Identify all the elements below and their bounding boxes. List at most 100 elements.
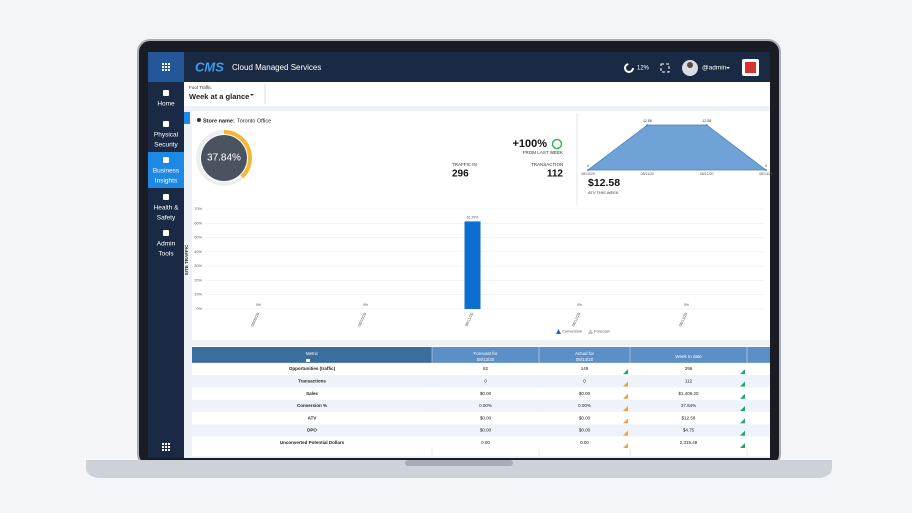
bar-value-label: 0%: [577, 303, 582, 307]
trend-flag: [740, 406, 745, 412]
change-label: FROM LAST WEEK: [523, 150, 563, 155]
atv-value-label: 12.58: [643, 119, 652, 123]
metric-value: 2,315.49: [680, 440, 698, 445]
nav-label[interactable]: Security: [154, 142, 178, 149]
metric-value: $4.75: [683, 428, 695, 433]
conversion: 37.84%: [207, 153, 241, 164]
transaction: 112: [547, 169, 564, 180]
nav-label[interactable]: Physical: [154, 132, 179, 139]
trend-flag: [623, 369, 628, 375]
metric-value: 112: [685, 378, 693, 383]
filter-label: Foot Traffic: [189, 85, 212, 90]
table-row: [192, 375, 770, 388]
y-tick-label: 50%: [194, 236, 202, 240]
nav-label[interactable]: Admin: [157, 241, 176, 248]
user-menu[interactable]: @admin: [702, 65, 727, 72]
filter-bar: [184, 82, 770, 106]
metric-name: Opportunities (traffic): [289, 366, 336, 371]
bar-value-label: 0%: [684, 303, 689, 307]
metric-value: $0.00: [579, 391, 591, 396]
filter-select[interactable]: Week at a glance: [189, 92, 249, 101]
atv-point: [587, 169, 589, 171]
trend-flag: [740, 442, 745, 448]
metric-value: 0.00%: [479, 403, 492, 408]
metric-name: Transactions: [298, 378, 326, 383]
bar-value-label: 0%: [256, 303, 261, 307]
bar-value-label: 0%: [363, 303, 368, 307]
nav-icon[interactable]: [163, 157, 169, 163]
nav-label[interactable]: Business: [153, 168, 180, 175]
y-tick-label: 70%: [194, 207, 202, 211]
nav-label[interactable]: Tools: [158, 251, 174, 258]
table-header-metric: [192, 347, 432, 367]
atv-point: [646, 124, 649, 127]
store-label: Store name:: [203, 118, 235, 124]
nav-label[interactable]: Insights: [155, 178, 178, 185]
metric-value: 82: [483, 366, 489, 371]
atv-x-label: 08/11/20: [641, 172, 654, 176]
metric-name: ATV: [308, 415, 317, 420]
legend-swatch: [588, 329, 593, 334]
traffic-label: TRAFFIC IN: [452, 162, 477, 167]
top-bar: [148, 52, 770, 82]
caret: [726, 67, 730, 69]
atv-value-label: 0: [765, 164, 767, 168]
atv-label: ATV THIS WEEK: [588, 190, 619, 195]
nav-icon[interactable]: [163, 230, 169, 236]
sort-icon[interactable]: [306, 359, 310, 362]
fullscreen-button[interactable]: [660, 63, 670, 73]
metric-value: 0.00%: [578, 403, 591, 408]
column-header: Actual for: [575, 351, 595, 356]
metric-name: Unconverted Potential Dollars: [280, 440, 345, 445]
logo: CMS: [195, 59, 224, 74]
metric-value: $0.00: [480, 391, 492, 396]
metric-value: 37.84%: [681, 403, 696, 408]
trend-flag: [623, 381, 628, 387]
nav-icon[interactable]: [163, 121, 169, 127]
metric-value: $0.00: [480, 415, 492, 420]
column-header: Metric: [306, 351, 319, 356]
y-tick-label: 0%: [197, 307, 203, 311]
metric-value: $0.00: [480, 428, 492, 433]
nav-icon[interactable]: [163, 90, 169, 96]
column-header: Forecast for: [473, 351, 498, 356]
trend-flag: [623, 393, 628, 399]
change-icon: [551, 138, 563, 150]
sidebar: [148, 82, 184, 458]
traffic: 296: [452, 169, 469, 180]
x-tick-label: 08/13/20: [678, 312, 688, 327]
column-header: Week to date: [675, 354, 702, 359]
nav-label[interactable]: Home: [157, 101, 175, 108]
trend-flag: [623, 418, 628, 424]
metric-value: $0.00: [579, 415, 591, 420]
y-tick-label: 60%: [194, 221, 202, 225]
trend-flag: [623, 442, 628, 448]
atv-point: [705, 124, 708, 127]
metric-name: Conversion %: [297, 403, 327, 408]
nav-icon[interactable]: [163, 194, 169, 200]
y-tick-label: 30%: [194, 264, 202, 268]
metric-value: 0: [583, 378, 586, 383]
metric-value: $12.58: [682, 415, 696, 420]
metric-name: Sales: [306, 391, 318, 396]
trend-flag: [740, 369, 745, 375]
metric-value: 149: [581, 366, 589, 371]
nav-label[interactable]: Safety: [157, 215, 176, 222]
nav-label[interactable]: Health &: [154, 205, 180, 212]
change: +100%: [512, 138, 547, 150]
x-tick-label: 08/12/20: [571, 312, 581, 327]
y-tick-label: 20%: [194, 278, 202, 282]
pin-icon: [197, 118, 201, 122]
metric-value: 0.00: [580, 440, 589, 445]
laptop-base: [86, 460, 832, 478]
progress-icon: [624, 63, 634, 73]
trend-flag: [740, 381, 745, 387]
panel-toggle[interactable]: [184, 112, 190, 124]
metric-value: 296: [685, 366, 693, 371]
x-tick-label: 08/11/20: [465, 312, 475, 327]
donut-core: [201, 135, 247, 181]
legend-label: Forecast: [594, 329, 610, 334]
atv-x-label: 08/10/20: [581, 172, 595, 176]
transaction-label: TRANSACTION: [531, 162, 563, 167]
